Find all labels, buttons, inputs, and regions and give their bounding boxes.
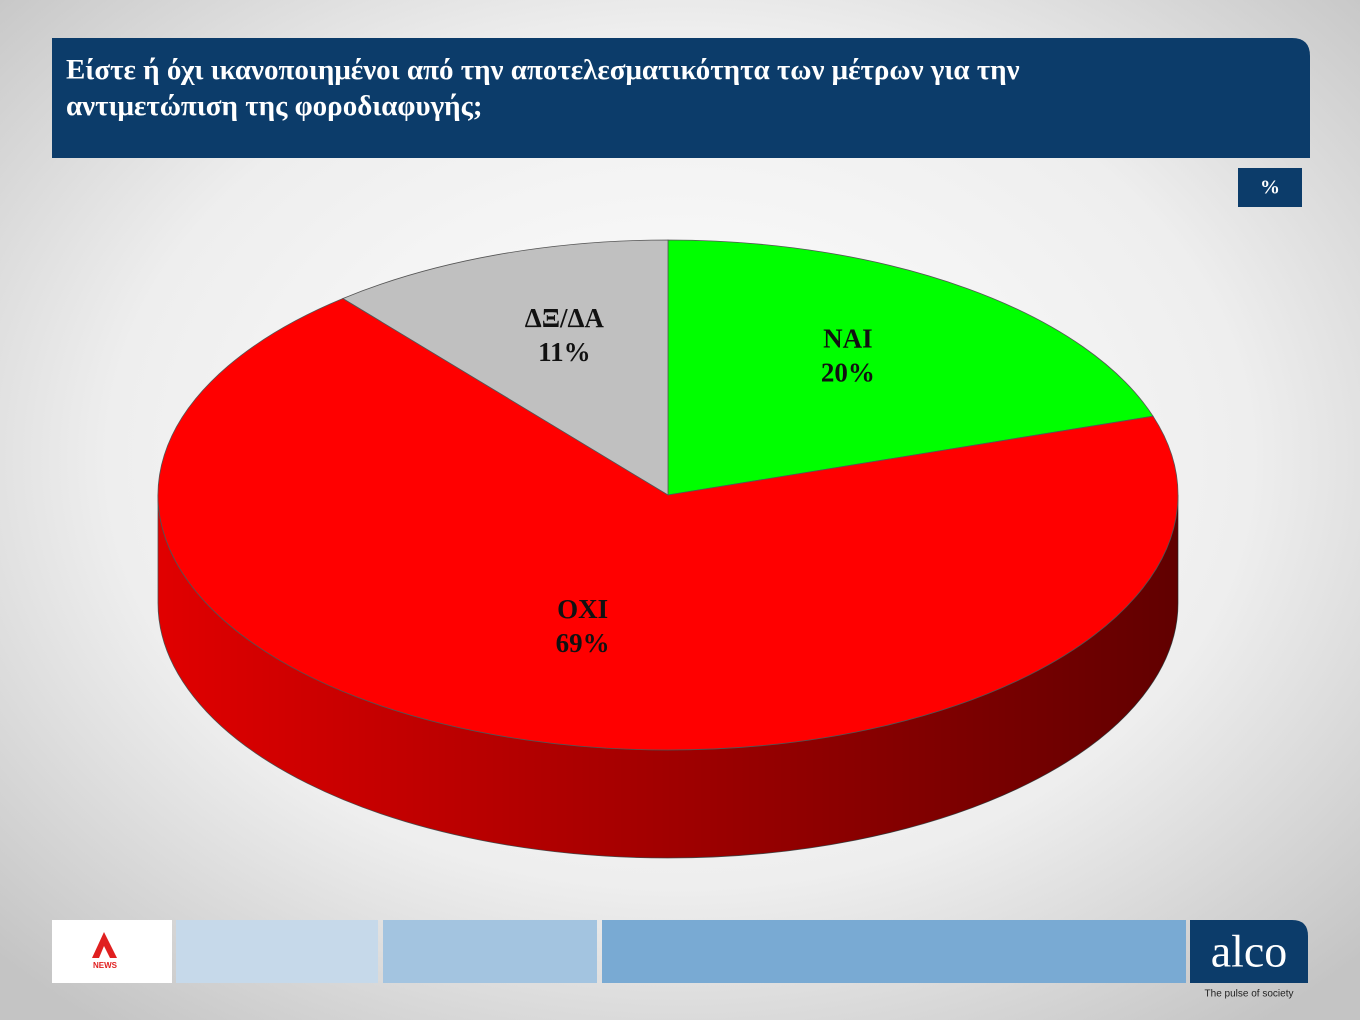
logo-mark: [92, 932, 117, 958]
title-box: Είστε ή όχι ικανοποιημένοι από την αποτε…: [66, 54, 1020, 122]
pie-slice: [342, 239, 669, 496]
footer-strip: [602, 920, 1186, 983]
tagline: The pulse of society: [1205, 989, 1294, 1000]
pie-slice: [157, 298, 1179, 751]
unit-badge-box: [1238, 168, 1302, 207]
slice-value-label: 69%: [556, 628, 610, 658]
slice-category-label: ΔΞ/ΔΑ: [525, 303, 605, 333]
logo-text: NEWS: [93, 961, 118, 970]
slice-category-label: ΟΧΙ: [557, 594, 608, 624]
slice-category-label: ΝΑΙ: [823, 323, 873, 353]
slice-value-label: 20%: [821, 357, 875, 387]
brand-box: [1190, 920, 1308, 983]
pie-slice: [667, 239, 1154, 496]
unit-badge: %: [1260, 177, 1280, 199]
pie: ΝΑΙ 20% ΟΧΙ 69% ΔΞ/ΔΑ 11%: [157, 239, 1179, 859]
footer-strip: [176, 920, 378, 983]
pie-side-shade: [158, 495, 1178, 858]
slice-value-label: 11%: [538, 337, 591, 367]
title-bar: [52, 38, 1310, 158]
footer-strip: [383, 920, 597, 983]
chart-title: Είστε ή όχι ικανοποιημένοι από την αποτε…: [66, 54, 1020, 122]
brand: alco: [1211, 926, 1288, 977]
